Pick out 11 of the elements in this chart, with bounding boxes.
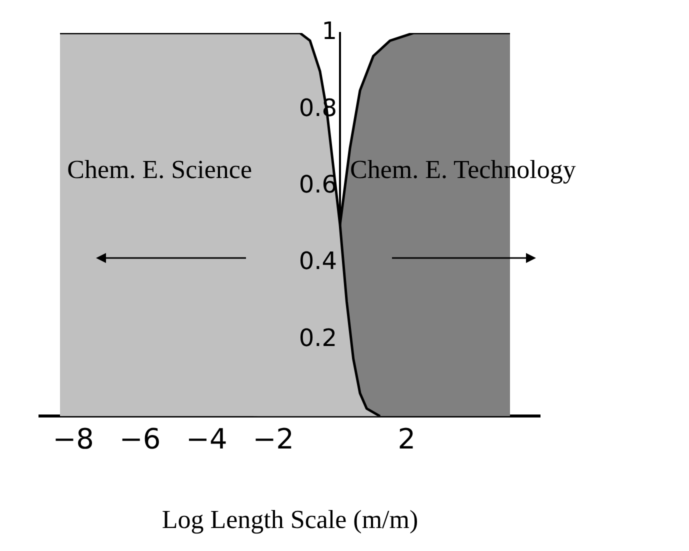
y-tick-label: 1 [322,17,337,46]
x-tick-label: −4 [186,422,228,456]
series-label: Chem. E. Science [67,154,252,184]
y-tick-label: 0.4 [298,247,337,276]
x-tick-label: −8 [52,422,94,456]
y-tick-label: 0.2 [298,324,337,352]
x-tick-label: −2 [252,422,294,456]
x-tick-label: −6 [119,422,161,456]
x-tick-label: 2 [398,422,416,456]
series-label: Chem. E. Technology [350,154,576,184]
x-axis-title: Log Length Scale (m/m) [162,505,418,534]
